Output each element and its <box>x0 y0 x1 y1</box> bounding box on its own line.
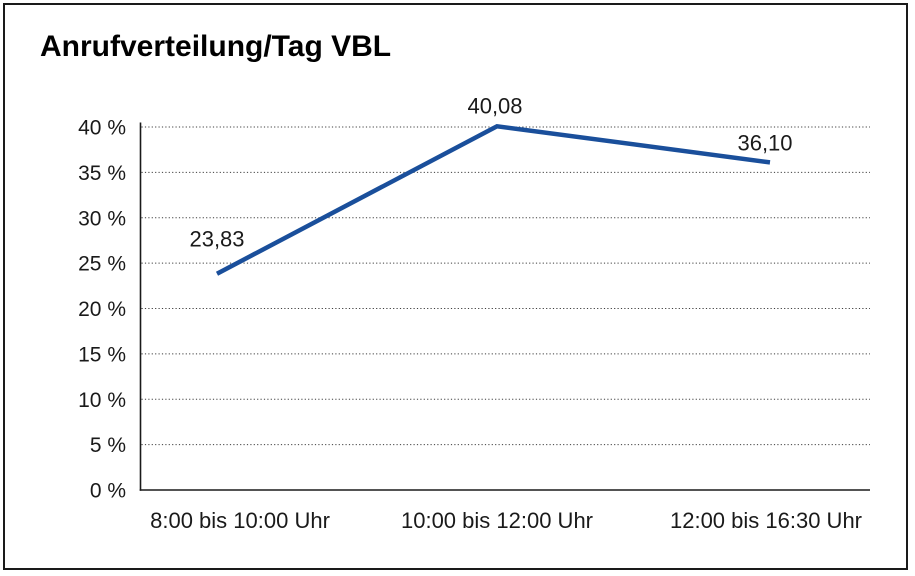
y-tick-label: 5 % <box>90 434 126 457</box>
data-series-line <box>215 123 771 276</box>
x-category-label: 10:00 bis 12:00 Uhr <box>401 508 593 533</box>
chart-frame <box>3 3 908 570</box>
y-tick-label: 20 % <box>78 298 126 321</box>
y-tick-label: 10 % <box>78 389 126 412</box>
chart-title: Anrufverteilung/Tag VBL <box>40 30 392 63</box>
y-tick-label: 30 % <box>78 207 126 230</box>
y-tick-label: 40 % <box>78 117 126 140</box>
y-tick-label: 25 % <box>78 253 126 276</box>
data-point-label: 23,83 <box>189 227 244 252</box>
data-point-label: 36,10 <box>737 130 792 155</box>
x-category-label: 8:00 bis 10:00 Uhr <box>150 508 330 533</box>
y-tick-label: 0 % <box>90 480 126 503</box>
data-point-label: 40,08 <box>467 93 522 118</box>
x-category-label: 12:00 bis 16:30 Uhr <box>670 508 862 533</box>
y-tick-label: 35 % <box>78 162 126 185</box>
y-tick-label: 15 % <box>78 343 126 366</box>
